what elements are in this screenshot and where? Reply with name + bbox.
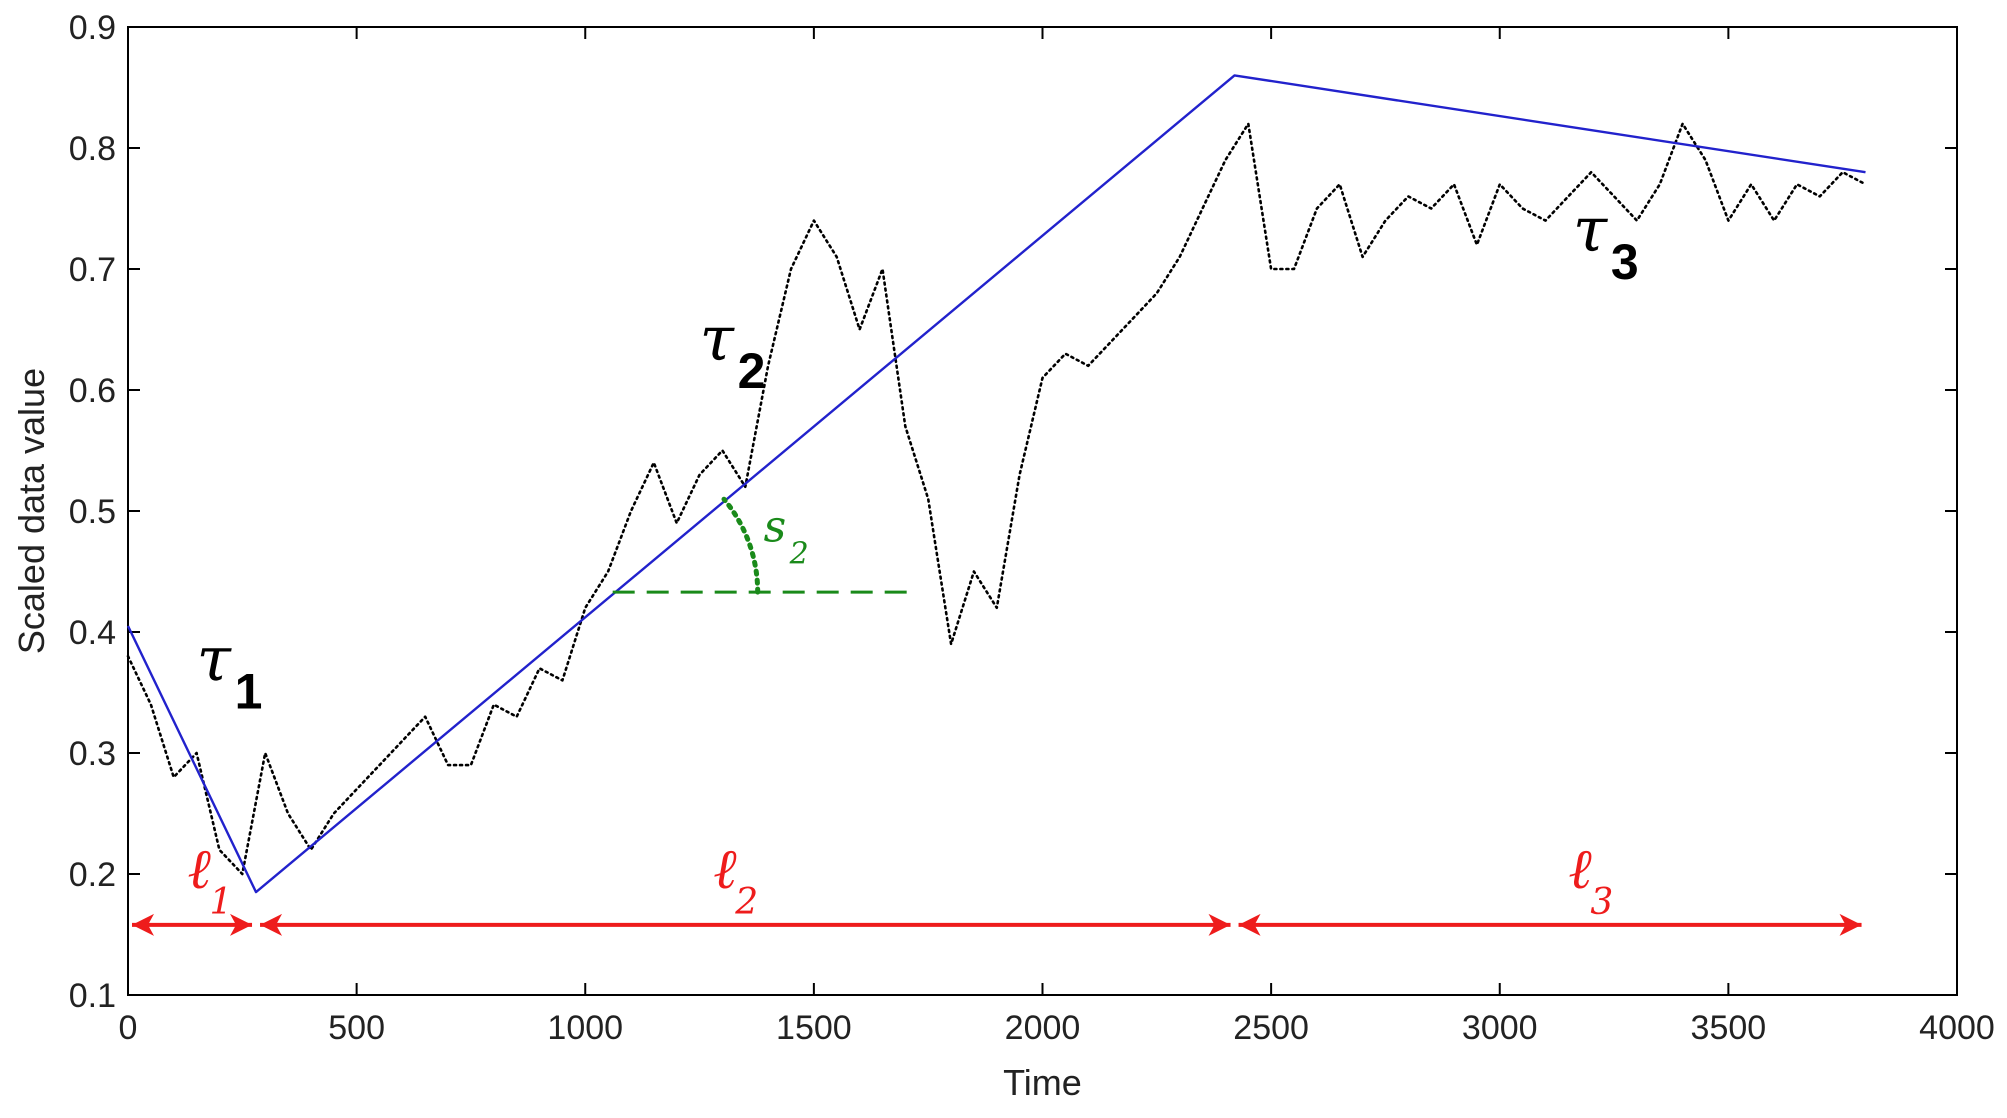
plot-frame — [127, 26, 1958, 996]
y-axis-label: Scaled data value — [11, 368, 52, 654]
x-tick-label: 1500 — [776, 1009, 852, 1047]
length-arrow-head-left — [132, 913, 154, 936]
y-tick-label: 0.7 — [69, 251, 116, 289]
segment-label-tau: τ — [1573, 193, 1609, 266]
length-arrow-head-left — [260, 913, 283, 936]
x-tick-label: 4000 — [1919, 1009, 1995, 1047]
length-arrow-head-right — [1208, 913, 1231, 936]
segment-label-index: 2 — [738, 343, 766, 399]
y-tick-label: 0.6 — [69, 372, 116, 410]
tick-marks — [127, 26, 1958, 996]
x-tick-label: 2500 — [1233, 1009, 1309, 1047]
slope-label: s — [764, 501, 787, 552]
axes — [127, 26, 1958, 996]
y-tick-label: 0.1 — [69, 977, 116, 1015]
x-axis-label: Time — [1003, 1062, 1082, 1103]
length-label-index: 3 — [1590, 882, 1613, 923]
length-label: ℓ — [187, 837, 211, 902]
length-arrow-head-left — [1238, 913, 1261, 936]
length-label-index: 2 — [734, 882, 758, 923]
x-tick-label: 3500 — [1691, 1009, 1767, 1047]
length-arrow-head-right — [230, 913, 253, 936]
piecewise-fit-line — [126, 74, 1866, 894]
segment-label-tau: τ — [700, 302, 736, 375]
length-label: ℓ — [1568, 837, 1592, 902]
x-tick-label: 2000 — [1005, 1009, 1081, 1047]
segment-label-index: 3 — [1611, 234, 1639, 290]
x-tick-label: 3000 — [1462, 1009, 1538, 1047]
slope-arc — [721, 496, 761, 595]
y-tick-label: 0.4 — [69, 614, 116, 652]
length-label: ℓ — [713, 837, 737, 902]
x-tick-labels: 0 500 1000 1500 2000 2500 3000 3500 4000 — [119, 1009, 1995, 1047]
y-tick-label: 0.8 — [69, 130, 116, 168]
length-arrow-head-right — [1839, 913, 1862, 936]
segment-label-tau: τ — [197, 622, 233, 695]
x-tick-label: 500 — [328, 1009, 385, 1047]
x-tick-label: 1000 — [547, 1009, 623, 1047]
slope-label-index: 2 — [789, 536, 809, 571]
segment-label-index: 1 — [235, 663, 263, 719]
data-series-line — [126, 122, 1867, 876]
y-tick-label: 0.9 — [69, 9, 116, 47]
x-tick-label: 0 — [119, 1009, 138, 1047]
length-label-index: 1 — [209, 882, 232, 923]
y-tick-labels: 0.1 0.2 0.3 0.4 0.5 0.6 0.7 0.8 0.9 — [69, 9, 116, 1015]
y-tick-label: 0.5 — [69, 493, 116, 531]
y-tick-label: 0.2 — [69, 856, 116, 894]
y-tick-label: 0.3 — [69, 735, 116, 773]
series — [126, 74, 1867, 894]
